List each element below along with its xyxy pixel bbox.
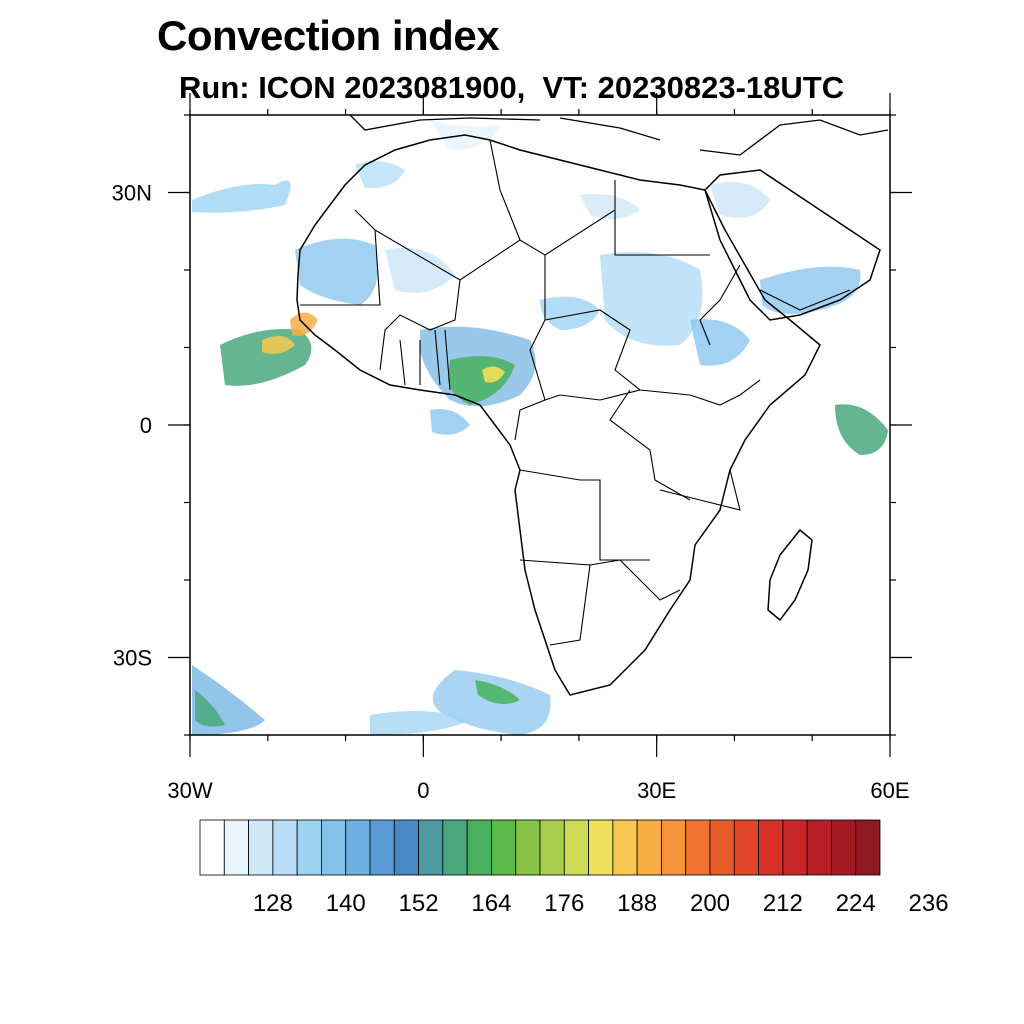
madagascar-coastline xyxy=(767,528,813,622)
lon-tick-label: 60E xyxy=(870,778,909,803)
country-borders xyxy=(300,139,851,646)
colorbar-swatch xyxy=(199,819,225,876)
colorbar-swatch xyxy=(369,819,395,876)
colorbar-swatch xyxy=(345,819,371,876)
arabia-coastline xyxy=(704,169,881,321)
europe-coastline xyxy=(349,115,889,156)
map-plot-area xyxy=(190,115,890,735)
colorbar-label: 164 xyxy=(471,890,511,917)
colorbar-label: 224 xyxy=(836,890,876,917)
colorbar-swatch xyxy=(466,819,492,876)
colorbar-swatch xyxy=(855,819,881,876)
colorbar xyxy=(199,819,881,876)
colorbar-label: 236 xyxy=(909,890,949,917)
colorbar-label: 176 xyxy=(544,890,584,917)
colorbar-label: 152 xyxy=(399,890,439,917)
lon-tick-label: 0 xyxy=(417,778,429,803)
colorbar-swatch xyxy=(563,819,589,876)
convection-shading xyxy=(192,120,888,735)
axis-ticks xyxy=(168,93,912,757)
colorbar-swatch xyxy=(685,819,711,876)
lat-tick-label: 0 xyxy=(140,413,152,438)
colorbar-swatch xyxy=(248,819,274,876)
colorbar-label: 188 xyxy=(617,890,657,917)
colorbar-swatch xyxy=(612,819,638,876)
chart-title: Convection index xyxy=(157,12,500,59)
colorbar-swatch xyxy=(831,819,857,876)
axis-tick-labels: 30W 0 30E 60E 30N 0 30S xyxy=(112,181,910,804)
colorbar-label: 128 xyxy=(253,890,293,917)
colorbar-swatch xyxy=(539,819,565,876)
colorbar-swatch xyxy=(806,819,832,876)
colorbar-swatch xyxy=(782,819,808,876)
colorbar-swatch xyxy=(296,819,322,876)
colorbar-label: 140 xyxy=(326,890,366,917)
colorbar-swatch xyxy=(272,819,298,876)
colorbar-swatch xyxy=(636,819,662,876)
lat-tick-label: 30N xyxy=(112,181,152,206)
colorbar-swatch xyxy=(418,819,444,876)
colorbar-swatch xyxy=(321,819,347,876)
colorbar-swatch xyxy=(442,819,468,876)
colorbar-swatch xyxy=(733,819,759,876)
colorbar-swatch xyxy=(515,819,541,876)
chart-subtitle: Run: ICON 2023081900, VT: 20230823-18UTC xyxy=(179,70,845,105)
colorbar-swatch xyxy=(393,819,419,876)
colorbar-swatch xyxy=(223,819,249,876)
colorbar-label: 200 xyxy=(690,890,730,917)
colorbar-swatch xyxy=(588,819,614,876)
colorbar-label: 212 xyxy=(763,890,803,917)
colorbar-swatch xyxy=(709,819,735,876)
colorbar-swatch xyxy=(491,819,517,876)
lon-tick-label: 30E xyxy=(637,778,676,803)
colorbar-labels: 128 140 152 164 176 188 200 212 224 236 xyxy=(253,890,949,917)
lat-tick-label: 30S xyxy=(113,646,152,671)
colorbar-swatch xyxy=(661,819,687,876)
colorbar-swatch xyxy=(758,819,784,876)
africa-coastline xyxy=(296,134,821,696)
lon-tick-label: 30W xyxy=(167,778,212,803)
